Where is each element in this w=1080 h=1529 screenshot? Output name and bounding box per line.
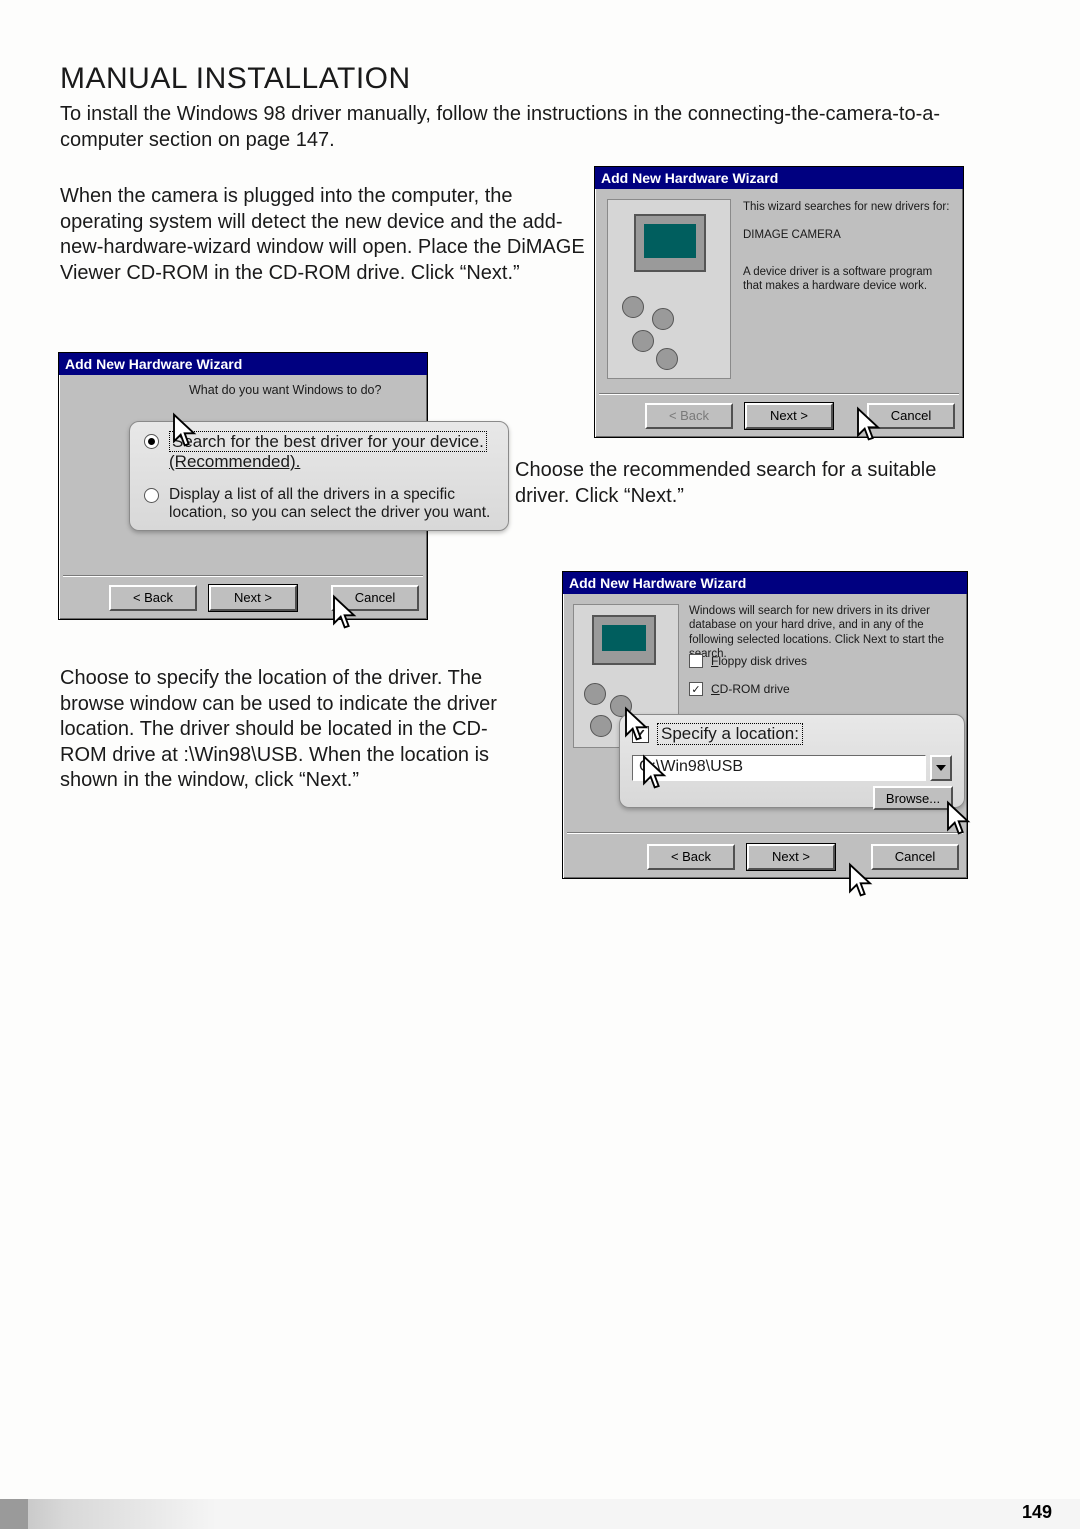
footer-accent (0, 1499, 28, 1529)
gear-icon (632, 330, 654, 352)
radio-label-line1: Search for the best driver for your devi… (169, 431, 487, 452)
cursor-icon (854, 406, 886, 446)
wizard1-line1: This wizard searches for new drivers for… (743, 201, 949, 213)
step1-paragraph: When the camera is plugged into the comp… (60, 184, 590, 286)
radio-label-line2: (Recommended). (169, 452, 300, 471)
next-button[interactable]: Next > (745, 403, 833, 429)
gear-icon (652, 308, 674, 330)
page: MANUAL INSTALLATION To install the Windo… (0, 0, 1080, 1529)
checkbox-icon: ✓ (689, 682, 703, 696)
page-number: 149 (1022, 1502, 1052, 1523)
divider (599, 393, 959, 395)
checkbox-label: Specify a location: (657, 723, 803, 745)
wizard2-prompt: What do you want Windows to do? (189, 383, 381, 397)
wizard-button-row: < Back Next > Cancel (645, 403, 955, 429)
cursor-icon (330, 594, 362, 634)
wizard-button-row: < Back Next > Cancel (109, 585, 419, 611)
dropdown-button[interactable] (930, 755, 952, 781)
checkbox-label: Floppy disk drives (711, 654, 807, 668)
radio-icon (144, 488, 159, 503)
wizard-body: This wizard searches for new drivers for… (595, 189, 963, 437)
step3-paragraph: Choose to specify the location of the dr… (60, 666, 530, 794)
back-button[interactable]: < Back (647, 844, 735, 870)
wizard1-line2: A device driver is a software program th… (743, 265, 949, 294)
monitor-icon (592, 615, 656, 665)
monitor-icon (634, 214, 706, 272)
cursor-icon (640, 754, 672, 794)
radio-display-list[interactable]: Display a list of all the drivers in a s… (144, 486, 504, 523)
cursor-icon (944, 800, 976, 840)
cursor-icon (846, 862, 878, 902)
back-button[interactable]: < Back (645, 403, 733, 429)
wizard-titlebar: Add New Hardware Wizard (59, 353, 427, 375)
gear-icon (590, 715, 612, 737)
back-button[interactable]: < Back (109, 585, 197, 611)
intro-paragraph: To install the Windows 98 driver manuall… (60, 102, 1000, 153)
wizard-titlebar: Add New Hardware Wizard (563, 572, 967, 594)
next-button[interactable]: Next > (209, 585, 297, 611)
divider (567, 832, 963, 834)
footer-bar: 149 (0, 1499, 1080, 1529)
checkbox-label: CD-ROM drive (711, 682, 790, 696)
location-input[interactable]: G:\Win98\USB (632, 755, 926, 781)
radio-label: Display a list of all the drivers in a s… (169, 486, 504, 523)
cursor-icon (170, 412, 202, 452)
wizard-side-image (607, 199, 731, 379)
cancel-button[interactable]: Cancel (871, 844, 959, 870)
location-row: G:\Win98\USB (632, 755, 952, 781)
gear-icon (656, 348, 678, 370)
checkbox-icon (689, 654, 703, 668)
radio-icon (144, 434, 159, 449)
chevron-down-icon (936, 765, 946, 771)
checkbox-floppy[interactable]: Floppy disk drives (689, 654, 807, 668)
checkbox-specify-location[interactable]: ✓ Specify a location: (632, 723, 803, 745)
divider (63, 575, 423, 577)
wizard-button-row: < Back Next > Cancel (647, 844, 959, 870)
page-heading: MANUAL INSTALLATION (60, 62, 411, 96)
step2-paragraph: Choose the recommended search for a suit… (515, 458, 955, 509)
gear-icon (584, 683, 606, 705)
wizard-body: What do you want Windows to do? Search f… (59, 375, 427, 619)
browse-button[interactable]: Browse... (873, 786, 953, 810)
wizard-titlebar: Add New Hardware Wizard (595, 167, 963, 189)
checkbox-cdrom[interactable]: ✓ CD-ROM drive (689, 682, 790, 696)
gear-icon (622, 296, 644, 318)
cursor-icon (622, 706, 654, 746)
wizard1-device-name: DIMAGE CAMERA (743, 229, 841, 241)
wizard-step2: Add New Hardware Wizard What do you want… (58, 352, 428, 620)
wizard-step1: Add New Hardware Wizard This wizard sear… (594, 166, 964, 438)
next-button[interactable]: Next > (747, 844, 835, 870)
wizard3-description: Windows will search for new drivers in i… (689, 604, 959, 662)
